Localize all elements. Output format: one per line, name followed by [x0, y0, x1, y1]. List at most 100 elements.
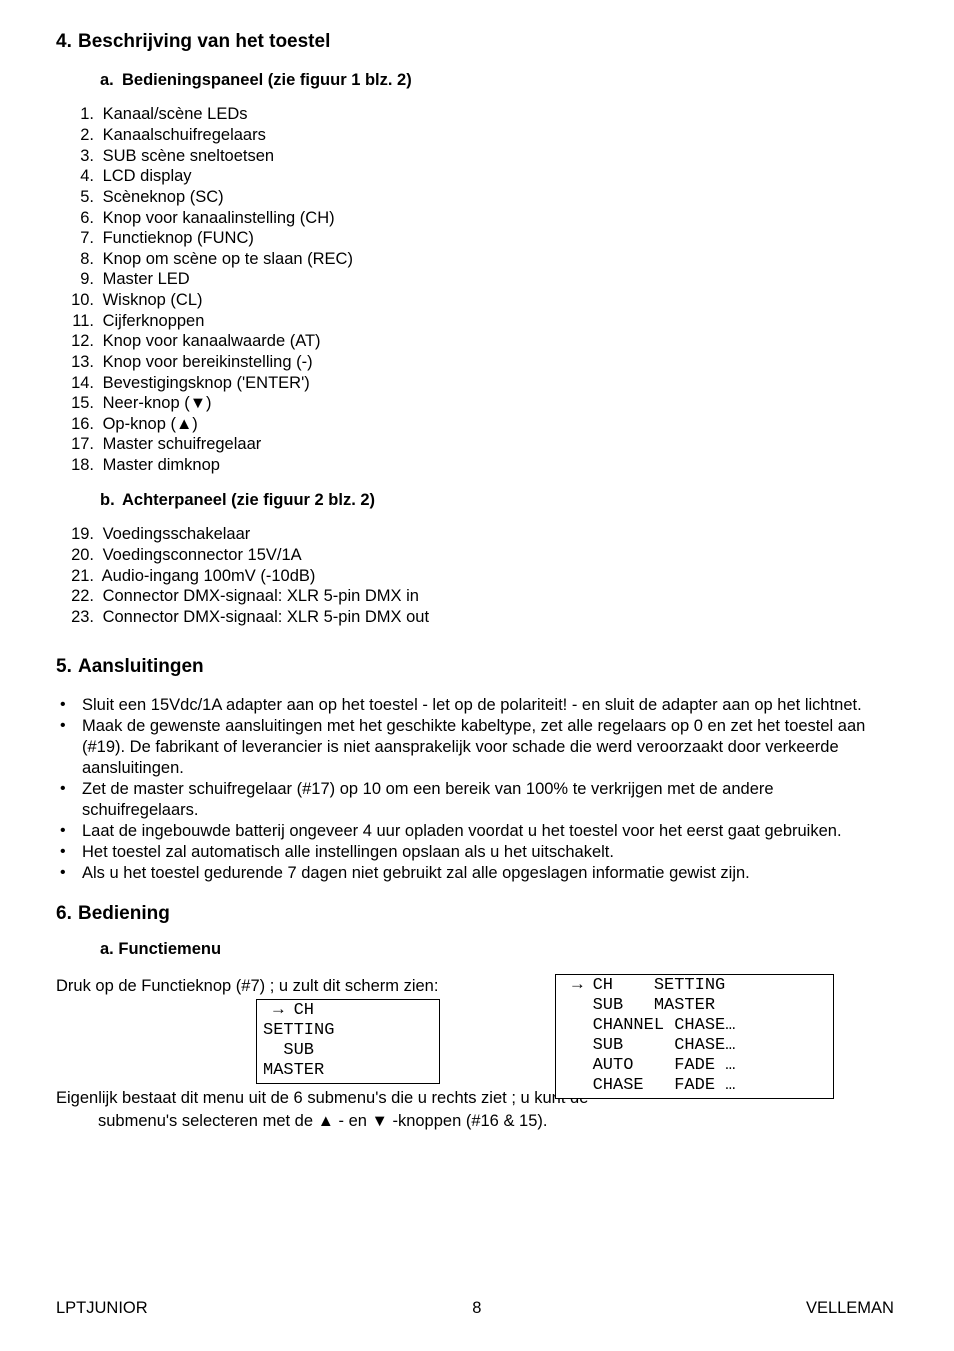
item-text: Knop om scène op te slaan (REC) [98, 250, 353, 268]
bullet-item: Het toestel zal automatisch alle instell… [56, 842, 894, 863]
list-item: 22. Connector DMX-signaal: XLR 5-pin DMX… [56, 586, 894, 607]
item-number: 10. [70, 290, 98, 311]
list-item: 11. Cijferknoppen [56, 311, 894, 332]
item-text: Kanaalschuifregelaars [98, 126, 266, 144]
list-item: 17. Master schuifregelaar [56, 434, 894, 455]
section-6-text: Bediening [78, 903, 170, 924]
section-4a-text: Bedieningspaneel (zie figuur 1 blz. 2) [122, 71, 412, 89]
list-item: 5. Scèneknop (SC) [56, 187, 894, 208]
section-6a-title: a. Functiemenu [56, 939, 894, 960]
list-item: 8. Knop om scène op te slaan (REC) [56, 249, 894, 270]
item-number: 16. [70, 414, 98, 435]
list-item: 1. Kanaal/scène LEDs [56, 104, 894, 125]
item-text: Master dimknop [98, 456, 220, 474]
bullet-item: Laat de ingebouwde batterij ongeveer 4 u… [56, 821, 894, 842]
item-number: 15. [70, 393, 98, 414]
item-number: 18. [70, 455, 98, 476]
item-text: LCD display [98, 167, 192, 185]
list-item: 18. Master dimknop [56, 455, 894, 476]
item-text: Knop voor kanaalinstelling (CH) [98, 209, 335, 227]
list-item: 2. Kanaalschuifregelaars [56, 125, 894, 146]
item-text: Bevestigingsknop ('ENTER') [98, 374, 310, 392]
list-item: 6. Knop voor kanaalinstelling (CH) [56, 208, 894, 229]
item-text: Neer-knop (▼) [98, 394, 212, 412]
list-item: 10. Wisknop (CL) [56, 290, 894, 311]
item-number: 13. [70, 352, 98, 373]
item-text: Knop voor kanaalwaarde (AT) [98, 332, 321, 350]
item-text: Master LED [98, 270, 190, 288]
item-number: 23. [70, 607, 98, 628]
list-item: 20. Voedingsconnector 15V/1A [56, 545, 894, 566]
item-text: Voedingsconnector 15V/1A [98, 546, 302, 564]
footer-left: LPTJUNIOR [56, 1298, 148, 1319]
item-number: 20. [70, 545, 98, 566]
item-number: 1. [70, 104, 98, 125]
list-item: 3. SUB scène sneltoetsen [56, 146, 894, 167]
item-number: 21. [70, 566, 98, 587]
item-text: Wisknop (CL) [98, 291, 203, 309]
item-number: 19. [70, 524, 98, 545]
item-number: 3. [70, 146, 98, 167]
bullet-item: Maak de gewenste aansluitingen met het g… [56, 716, 894, 779]
item-text: Voedingsschakelaar [98, 525, 250, 543]
list-item: 12. Knop voor kanaalwaarde (AT) [56, 331, 894, 352]
item-text: Connector DMX-signaal: XLR 5-pin DMX in [98, 587, 419, 605]
section-5-num: 5. [56, 655, 78, 679]
item-text: Cijferknoppen [98, 312, 204, 330]
item-number: 11. [70, 311, 98, 332]
section-4a-letter: a. [100, 70, 122, 91]
item-text: Connector DMX-signaal: XLR 5-pin DMX out [98, 608, 429, 626]
item-number: 4. [70, 166, 98, 187]
section-4a-title: a.Bedieningspaneel (zie figuur 1 blz. 2) [56, 70, 894, 91]
list-4b: 19. Voedingsschakelaar20. Voedingsconnec… [56, 524, 894, 627]
list-item: 23. Connector DMX-signaal: XLR 5-pin DMX… [56, 607, 894, 628]
item-text: Kanaal/scène LEDs [98, 105, 248, 123]
section-5-title: 5.Aansluitingen [56, 655, 894, 679]
list-item: 21. Audio-ingang 100mV (-10dB) [56, 566, 894, 587]
list-item: 14. Bevestigingsknop ('ENTER') [56, 373, 894, 394]
bullet-item: Sluit een 15Vdc/1A adapter aan op het to… [56, 695, 894, 716]
item-number: 7. [70, 228, 98, 249]
item-number: 5. [70, 187, 98, 208]
item-number: 12. [70, 331, 98, 352]
item-number: 6. [70, 208, 98, 229]
section-6a-text: a. Functiemenu [100, 940, 221, 958]
list-item: 7. Functieknop (FUNC) [56, 228, 894, 249]
section-4-num: 4. [56, 30, 78, 54]
item-text: Master schuifregelaar [98, 435, 261, 453]
list-item: 19. Voedingsschakelaar [56, 524, 894, 545]
func-after2: submenu's selecteren met de ▲ - en ▼ -kn… [56, 1111, 894, 1132]
footer-right: VELLEMAN [806, 1298, 894, 1319]
lcd-side-box: → CH SETTING SUB MASTER CHANNEL CHASE… S… [555, 974, 834, 1099]
list-item: 9. Master LED [56, 269, 894, 290]
page-footer: LPTJUNIOR 8 VELLEMAN [56, 1298, 894, 1319]
list-item: 4. LCD display [56, 166, 894, 187]
footer-center: 8 [472, 1298, 481, 1319]
item-text: SUB scène sneltoetsen [98, 147, 274, 165]
item-text: Op-knop (▲) [98, 415, 198, 433]
section-6-num: 6. [56, 902, 78, 926]
item-number: 8. [70, 249, 98, 270]
list-item: 16. Op-knop (▲) [56, 414, 894, 435]
section-4-text: Beschrijving van het toestel [78, 31, 330, 52]
item-text: Scèneknop (SC) [98, 188, 224, 206]
section-4b-text: Achterpaneel (zie figuur 2 blz. 2) [122, 491, 375, 509]
item-number: 9. [70, 269, 98, 290]
list-item: 15. Neer-knop (▼) [56, 393, 894, 414]
list-item: 13. Knop voor bereikinstelling (-) [56, 352, 894, 373]
section-4-title: 4.Beschrijving van het toestel [56, 30, 894, 54]
bullets-5: Sluit een 15Vdc/1A adapter aan op het to… [56, 695, 894, 884]
bullet-item: Zet de master schuifregelaar (#17) op 10… [56, 779, 894, 821]
section-5-text: Aansluitingen [78, 656, 204, 677]
item-text: Audio-ingang 100mV (-10dB) [98, 567, 315, 585]
item-number: 22. [70, 586, 98, 607]
section-4b-title: b.Achterpaneel (zie figuur 2 blz. 2) [56, 490, 894, 511]
item-number: 2. [70, 125, 98, 146]
item-text: Knop voor bereikinstelling (-) [98, 353, 313, 371]
bullet-item: Als u het toestel gedurende 7 dagen niet… [56, 863, 894, 884]
item-number: 14. [70, 373, 98, 394]
list-4a: 1. Kanaal/scène LEDs2. Kanaalschuifregel… [56, 104, 894, 475]
lcd-small-box: → CH SETTING SUB MASTER [256, 999, 440, 1084]
section-4b-letter: b. [100, 490, 122, 511]
section-6-title: 6.Bediening [56, 902, 894, 926]
